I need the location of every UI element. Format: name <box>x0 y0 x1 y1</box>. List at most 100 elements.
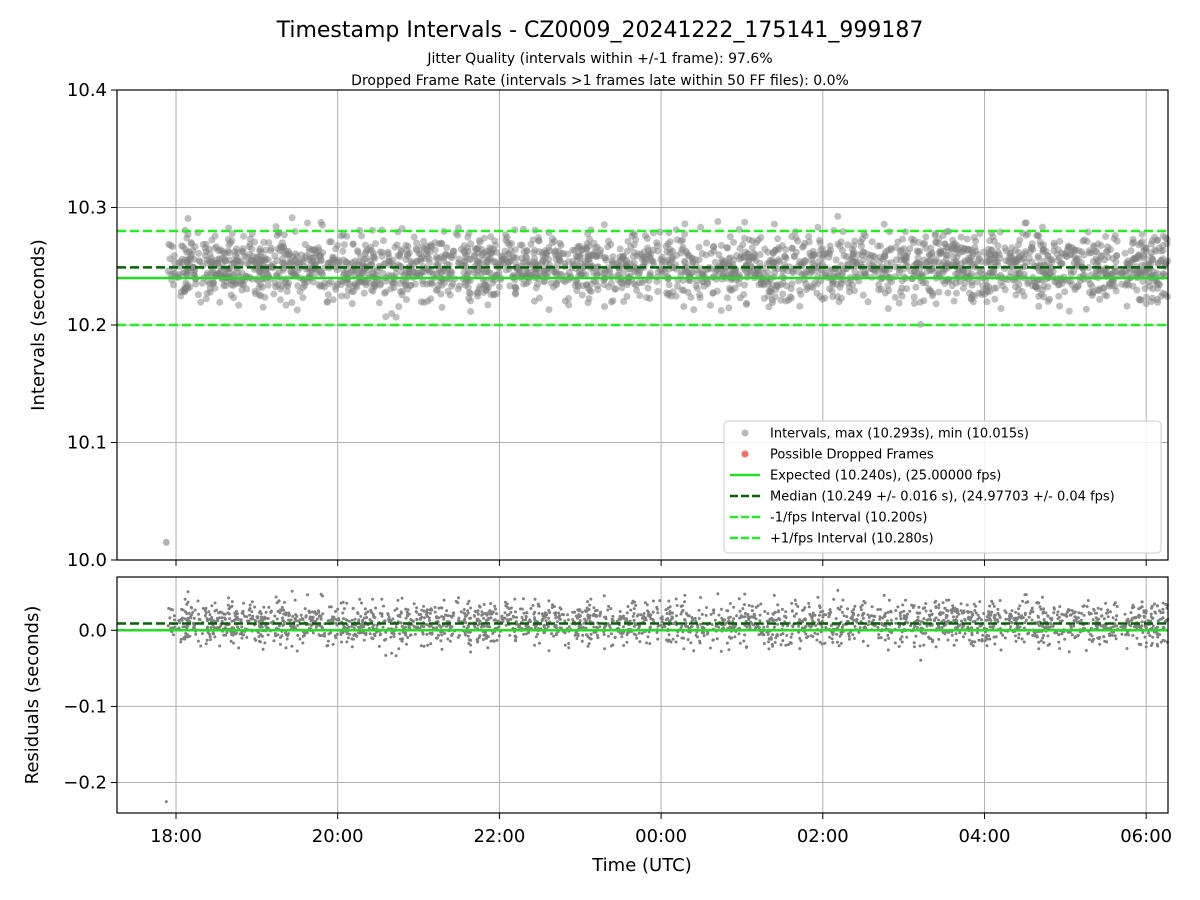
interval-point <box>811 251 819 259</box>
residual-point <box>296 633 300 637</box>
residual-point <box>853 637 856 640</box>
residual-point <box>315 612 319 616</box>
interval-point <box>609 253 617 261</box>
interval-point <box>1121 249 1129 257</box>
residual-point <box>951 604 955 608</box>
interval-point <box>691 256 699 264</box>
residual-point <box>1104 601 1108 605</box>
interval-point <box>654 247 662 255</box>
interval-point <box>304 219 311 227</box>
interval-point <box>692 282 700 290</box>
residual-point <box>339 601 343 605</box>
interval-point <box>298 256 306 264</box>
residual-point <box>435 636 439 640</box>
residual-point <box>936 624 940 628</box>
residual-point <box>415 610 419 614</box>
residual-point <box>959 602 963 606</box>
residual-point <box>840 625 844 629</box>
interval-point <box>1001 244 1009 252</box>
interval-point <box>1107 270 1115 278</box>
residual-point <box>198 618 202 622</box>
residual-point <box>495 612 498 616</box>
y-tick-label: 0.0 <box>78 620 107 641</box>
interval-point <box>257 281 265 288</box>
interval-point <box>973 278 981 286</box>
residual-point <box>311 631 315 635</box>
residual-point <box>350 618 354 622</box>
interval-point <box>495 283 503 291</box>
residual-point <box>975 631 979 635</box>
residual-point <box>383 619 387 623</box>
interval-point <box>371 282 379 290</box>
interval-point <box>999 282 1007 290</box>
residual-point <box>862 612 866 615</box>
residual-point <box>393 608 397 612</box>
residual-point <box>656 624 660 628</box>
residual-point <box>861 639 865 643</box>
residual-point <box>1023 613 1027 617</box>
interval-point <box>571 282 579 289</box>
residual-point <box>813 631 817 635</box>
residual-point <box>632 607 636 611</box>
residual-point <box>210 616 214 619</box>
residual-point <box>885 619 889 623</box>
residual-point <box>944 613 948 617</box>
residual-point <box>398 637 402 641</box>
residual-point <box>976 613 980 617</box>
interval-point <box>474 257 482 265</box>
residual-point <box>1023 593 1027 597</box>
residual-point <box>490 612 494 616</box>
interval-point <box>1056 237 1064 245</box>
residual-point <box>426 643 430 647</box>
interval-point <box>1133 286 1141 294</box>
residual-point <box>304 615 308 619</box>
interval-point <box>224 247 232 255</box>
interval-point <box>929 292 937 300</box>
residual-point <box>1037 647 1041 651</box>
residual-point <box>584 619 588 623</box>
residual-point <box>620 635 624 639</box>
residual-point <box>345 632 349 636</box>
interval-point <box>1157 247 1165 255</box>
residual-point <box>1144 626 1148 630</box>
residual-point <box>974 604 978 608</box>
residual-point <box>1140 600 1144 604</box>
residual-point <box>856 613 860 617</box>
interval-point <box>911 268 919 276</box>
residual-point <box>609 632 613 636</box>
residual-point <box>838 634 842 638</box>
interval-point <box>846 288 853 296</box>
interval-point <box>935 288 943 296</box>
residual-point <box>622 644 626 647</box>
residual-point <box>794 612 798 616</box>
residual-point <box>832 597 836 601</box>
interval-point <box>773 282 781 290</box>
residual-point <box>937 606 941 610</box>
residual-point <box>547 616 551 620</box>
residual-point <box>476 617 480 621</box>
residual-point <box>723 618 727 622</box>
residual-point <box>1139 606 1143 610</box>
interval-point <box>887 259 895 267</box>
interval-point <box>681 257 688 265</box>
residual-point <box>167 606 171 610</box>
residual-point <box>488 625 492 629</box>
y-tick-label: −0.1 <box>63 696 107 717</box>
residual-point <box>946 638 950 642</box>
residual-point <box>631 614 635 618</box>
interval-point <box>1154 298 1162 306</box>
interval-point <box>939 247 947 255</box>
residual-point <box>301 641 305 645</box>
interval-point <box>1007 249 1015 257</box>
interval-point <box>396 253 404 261</box>
interval-point <box>1021 219 1029 227</box>
residual-point <box>699 622 703 626</box>
interval-point <box>344 286 352 294</box>
interval-point <box>337 232 345 240</box>
interval-point <box>420 299 428 306</box>
interval-point <box>1138 230 1146 238</box>
residual-point <box>368 618 372 622</box>
interval-point <box>396 288 404 296</box>
interval-point <box>941 240 949 248</box>
